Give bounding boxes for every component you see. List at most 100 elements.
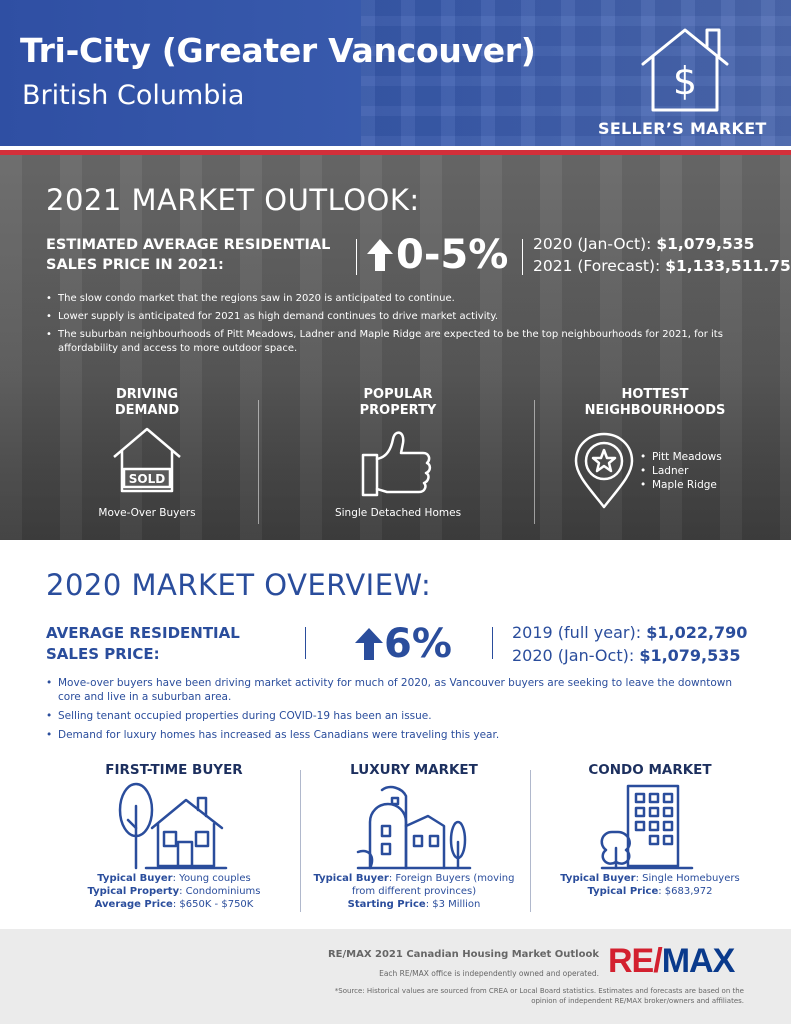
column-heading: LUXURY MARKET — [350, 762, 478, 778]
list-item: Pitt Meadows — [640, 450, 722, 464]
price-value: $1,079,535 — [639, 646, 741, 665]
price-label: 2019 (full year): — [512, 623, 647, 642]
list-item: The suburban neighbourhoods of Pitt Mead… — [46, 328, 746, 356]
svg-text:$: $ — [673, 59, 697, 103]
column-caption: Single Detached Homes — [334, 507, 462, 519]
house-dollar-icon: $ — [641, 28, 729, 112]
column-heading: FIRST-TIME BUYER — [105, 762, 243, 778]
arrow-up-icon — [355, 628, 383, 660]
footer-source-note: *Source: Historical values are sourced f… — [334, 987, 744, 1005]
outlook-change-value: 0-5% — [396, 232, 509, 278]
logo-max: MAX — [661, 942, 736, 980]
column-heading-line1: DRIVING — [115, 387, 179, 402]
outlook-price-2021: 2021 (Forecast): $1,133,511.75 — [533, 255, 791, 277]
column-heading-line2: PROPERTY — [359, 403, 437, 418]
column-heading-line1: HOTTEST — [621, 387, 689, 402]
price-label: 2021 (Forecast): — [533, 257, 666, 275]
column-heading: CONDO MARKET — [588, 762, 712, 778]
neighbourhood-list: Pitt Meadows Ladner Maple Ridge — [640, 450, 722, 492]
condo-building-icon — [600, 784, 694, 870]
outlook-bullets: The slow condo market that the regions s… — [46, 292, 746, 360]
remax-logo: RE/MAX — [608, 942, 736, 980]
condo-market-column: CONDO MARKET Typical Buyer: Single Homeb… — [530, 762, 770, 897]
column-heading-line2: NEIGHBOURHOODS — [584, 403, 726, 418]
info-line: Typical Buyer: Young couples — [54, 872, 294, 885]
house-with-tree-icon — [118, 782, 228, 870]
market-status-badge: SELLER’S MARKET — [598, 119, 767, 138]
header-divider-red — [0, 150, 791, 155]
first-time-buyer-info: Typical Buyer: Young couples Typical Pro… — [54, 872, 294, 911]
driving-demand-column: DRIVING DEMAND SOLD Move-Over Buyers — [22, 387, 272, 519]
info-value: : $650K - $750K — [172, 899, 254, 910]
luxury-market-column: LUXURY MARKET Typical Buyer: Foreign Buy… — [294, 762, 534, 910]
overview-label-line2: SALES PRICE: — [46, 645, 160, 663]
overview-price-2019: 2019 (full year): $1,022,790 — [512, 622, 747, 644]
info-value: : $3 Million — [425, 899, 481, 910]
info-label: Typical Property — [87, 886, 180, 897]
column-heading-line2: DEMAND — [114, 403, 180, 418]
info-line: Typical Price: $683,972 — [530, 885, 770, 898]
list-item: Demand for luxury homes has increased as… — [46, 728, 746, 742]
info-line: Typical Buyer: Single Homebuyers — [530, 872, 770, 885]
list-item: The slow condo market that the regions s… — [46, 292, 746, 306]
sold-sign-text: SOLD — [129, 472, 165, 486]
page-subtitle: British Columbia — [22, 80, 245, 111]
info-value: : Young couples — [172, 873, 251, 884]
info-value: : $683,972 — [658, 886, 713, 897]
logo-re: RE — [608, 942, 654, 980]
sold-house-icon: SOLD — [113, 427, 181, 493]
footer: RE/MAX 2021 Canadian Housing Market Outl… — [0, 929, 791, 1024]
info-value: : Single Homebuyers — [635, 873, 740, 884]
info-label: Typical Buyer — [97, 873, 173, 884]
header-banner: Tri-City (Greater Vancouver) British Col… — [0, 0, 791, 146]
overview-heading: 2020 MARKET OVERVIEW: — [46, 568, 432, 602]
overview-change-value: 6% — [384, 621, 452, 667]
column-divider — [534, 400, 535, 524]
outlook-heading: 2021 MARKET OUTLOOK: — [46, 183, 420, 217]
list-item: Selling tenant occupied properties durin… — [46, 709, 746, 723]
overview-label-line1: AVERAGE RESIDENTIAL — [46, 624, 240, 642]
thumbs-up-icon — [361, 431, 432, 497]
hottest-neighbourhoods-column: HOTTEST NEIGHBOURHOODS — [530, 387, 780, 419]
info-label: Starting Price — [347, 899, 426, 910]
first-time-buyer-column: FIRST-TIME BUYER Typical Buyer: Young co… — [54, 762, 294, 910]
outlook-label-line1: ESTIMATED AVERAGE RESIDENTIAL — [46, 237, 331, 253]
divider — [492, 627, 493, 659]
outlook-price-label: ESTIMATED AVERAGE RESIDENTIAL SALES PRIC… — [46, 235, 356, 275]
info-label: Average Price — [94, 899, 173, 910]
price-label: 2020 (Jan-Oct): — [533, 235, 657, 253]
price-value: $1,079,535 — [656, 235, 755, 253]
info-line: Typical Property: Condominiums — [54, 885, 294, 898]
info-label: Typical Buyer — [560, 873, 636, 884]
overview-bullets: Move-over buyers have been driving marke… — [46, 676, 746, 747]
column-caption: Move-Over Buyers — [98, 507, 196, 519]
info-value: : Condominiums — [179, 886, 261, 897]
column-heading-line1: POPULAR — [363, 387, 433, 402]
info-label: Typical Price — [587, 886, 659, 897]
map-pin-star-icon — [574, 432, 634, 509]
price-label: 2020 (Jan-Oct): — [512, 646, 640, 665]
list-item: Move-over buyers have been driving marke… — [46, 676, 746, 704]
info-label: Typical Buyer — [313, 873, 389, 884]
luxury-home-icon — [356, 785, 472, 870]
overview-price-label: AVERAGE RESIDENTIAL SALES PRICE: — [46, 623, 240, 665]
outlook-price-2020: 2020 (Jan-Oct): $1,079,535 — [533, 233, 754, 255]
footer-title: RE/MAX 2021 Canadian Housing Market Outl… — [327, 949, 599, 960]
header-divider-white — [0, 146, 791, 150]
list-item: Lower supply is anticipated for 2021 as … — [46, 310, 746, 324]
page-title: Tri-City (Greater Vancouver) — [20, 31, 536, 70]
info-line: Average Price: $650K - $750K — [54, 898, 294, 911]
price-value: $1,133,511.75 — [665, 257, 791, 275]
outlook-label-line2: SALES PRICE IN 2021: — [46, 257, 224, 273]
divider — [305, 627, 306, 659]
arrow-up-icon — [367, 239, 393, 271]
footer-ownership-note: Each RE/MAX office is independently owne… — [379, 969, 599, 978]
logo-slash: / — [653, 942, 663, 980]
price-value: $1,022,790 — [646, 623, 748, 642]
info-line: Starting Price: $3 Million — [294, 898, 534, 911]
column-divider — [258, 400, 259, 524]
overview-price-2020: 2020 (Jan-Oct): $1,079,535 — [512, 645, 741, 667]
luxury-market-info: Typical Buyer: Foreign Buyers (moving fr… — [294, 872, 534, 911]
popular-property-column: POPULAR PROPERTY Single Detached Homes — [273, 387, 523, 519]
list-item: Ladner — [640, 464, 722, 478]
